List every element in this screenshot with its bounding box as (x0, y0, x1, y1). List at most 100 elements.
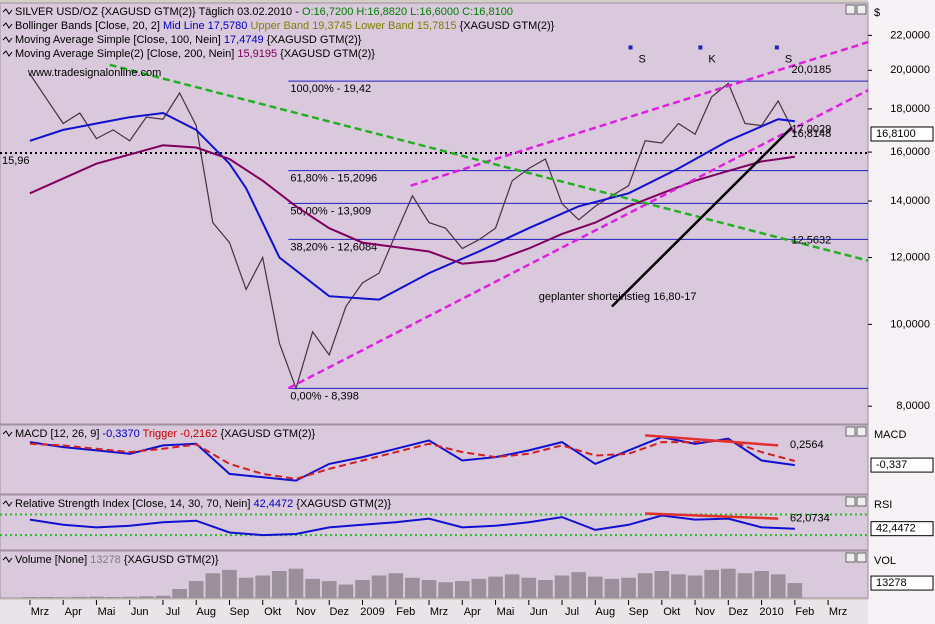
x-tick-label: Jun (131, 606, 149, 618)
value-tag-box (870, 575, 934, 591)
volume-bar (355, 580, 370, 598)
volume-bar (255, 575, 271, 598)
y-tick-label: 16,0000 (890, 146, 930, 158)
series-line (29, 73, 796, 391)
volume-bar (637, 573, 653, 598)
marker (774, 45, 779, 50)
volume-bar (122, 596, 138, 598)
panel-label: VOL (874, 555, 896, 567)
value-tag: 13278 (876, 577, 907, 589)
legend-icon (2, 36, 13, 43)
legend-part: {XAGUSD GTM(2)} (293, 498, 391, 510)
legend-part: Upper Band 19,3745 Lower Band 15,7815 (247, 20, 456, 32)
legend-part: SILVER USD/OZ {XAGUSD GTM(2)} Täglich 03… (15, 6, 302, 18)
x-tick-label: Aug (596, 606, 616, 618)
volume-bar (587, 576, 603, 598)
panel-button[interactable] (845, 4, 856, 15)
trend-line (645, 512, 779, 520)
value-tag: 16,8100 (876, 128, 916, 140)
panel-button[interactable] (856, 496, 867, 507)
legend-line: Moving Average Simple [Close, 100, Nein]… (15, 34, 362, 46)
volume-bar (205, 573, 221, 598)
annotation: 16,8148 (792, 128, 832, 140)
x-tick-label: Dez (329, 606, 349, 618)
x-tick-label: Sep (629, 606, 649, 618)
legend-line: Relative Strength Index [Close, 14, 30, … (15, 498, 391, 510)
legend-icon (2, 22, 13, 29)
x-tick-label: Nov (695, 606, 715, 618)
legend-icon (2, 556, 13, 563)
volume-bar (704, 569, 720, 598)
legend-part: Volume [None] (15, 554, 87, 566)
legend-part: 17,4749 (221, 34, 264, 46)
y-tick-label: 20,0000 (890, 64, 930, 76)
volume-bar (770, 574, 786, 598)
volume-bar (139, 596, 154, 598)
volume-bar (671, 574, 686, 598)
legend-part: 15,9195 (234, 48, 277, 60)
volume-bar (39, 596, 54, 598)
volume-bar (454, 581, 470, 598)
x-tick-label: Apr (464, 606, 481, 618)
legend-part: Moving Average Simple(2) [Close, 200, Ne… (15, 48, 234, 60)
legend-part: 13278 (87, 554, 121, 566)
volume-bar (89, 596, 104, 598)
volume-bar (787, 583, 803, 598)
volume-bar (621, 577, 636, 598)
legend-part: Mid Line 17,5780 (160, 20, 247, 32)
panel-button[interactable] (845, 426, 856, 437)
legend-part: Relative Strength Index [Close, 14, 30, … (15, 498, 250, 510)
volume-bar (288, 568, 304, 598)
volume-bar (388, 573, 404, 598)
panel-button[interactable] (845, 552, 856, 563)
annotation: 20,0185 (792, 64, 832, 76)
value-tag: -0,337 (876, 459, 907, 471)
panel-button[interactable] (856, 4, 867, 15)
value-tag-box (870, 126, 934, 142)
value-tag: 62,0734 (790, 512, 830, 524)
panel-label: MACD (874, 429, 906, 441)
panel-label: $ (874, 7, 880, 19)
y-tick-label: 10,0000 (890, 318, 930, 330)
volume-bar (55, 597, 71, 598)
marker (698, 45, 703, 50)
level-label: 50,00% - 13,909 (290, 205, 371, 217)
volume-bar (305, 578, 320, 598)
legend-icon (2, 500, 13, 507)
x-tick-label: Feb (396, 606, 415, 618)
y-tick-label: 8,0000 (896, 400, 930, 412)
volume-bar (471, 578, 487, 598)
volume-bar (238, 577, 254, 598)
panel-button[interactable] (856, 552, 867, 563)
panel-background (0, 424, 869, 495)
volume-bar (737, 573, 753, 598)
annotation: K (708, 53, 716, 65)
legend-part: Bollinger Bands [Close, 20, 2] (15, 20, 160, 32)
legend-line: Moving Average Simple(2) [Close, 200, Ne… (15, 48, 375, 60)
value-tag: 42,4472 (876, 523, 916, 535)
annotation: geplanter shorteinstieg 16,80-17 (539, 291, 697, 303)
volume-bar (105, 596, 121, 598)
x-tick-label: Jul (565, 606, 579, 618)
legend-line: MACD [12, 26, 9] -0,3370 Trigger -0,2162… (15, 428, 316, 440)
time-axis (0, 600, 868, 624)
legend-line: Volume [None] 13278 {XAGUSD GTM(2)} (15, 554, 219, 566)
trend-line (109, 63, 869, 262)
x-tick-label: 2010 (759, 606, 783, 618)
volume-bar (155, 595, 171, 598)
volume-bar (571, 572, 586, 598)
volume-bar (687, 575, 703, 598)
x-tick-label: Mai (98, 606, 116, 618)
panel-button[interactable] (845, 496, 856, 507)
volume-bar (321, 581, 337, 598)
panel-button[interactable] (856, 426, 867, 437)
volume-bar (338, 584, 354, 598)
legend-icon (2, 430, 13, 437)
axis-area (868, 0, 935, 624)
legend-part: {XAGUSD GTM(2)} (457, 20, 555, 32)
level-label: 38,20% - 12,6084 (290, 241, 377, 253)
x-tick-label: 2009 (360, 606, 384, 618)
x-tick-label: Mai (497, 606, 515, 618)
volume-bar (421, 580, 437, 598)
